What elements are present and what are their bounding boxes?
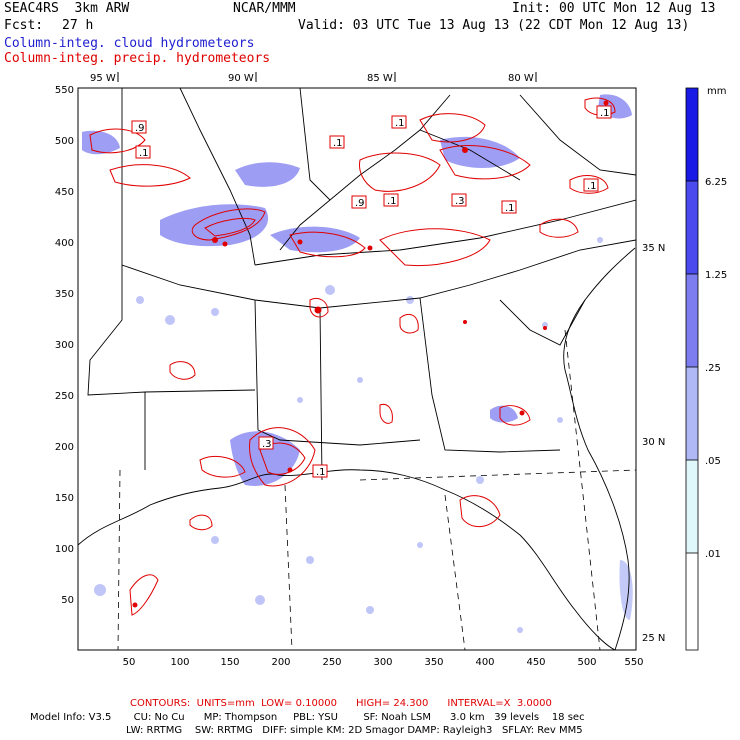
svg-text:450: 450 bbox=[526, 657, 545, 668]
svg-text:35 N: 35 N bbox=[642, 243, 665, 254]
svg-text:100: 100 bbox=[55, 544, 74, 555]
svg-text:550: 550 bbox=[55, 85, 74, 96]
svg-text:90 W: 90 W bbox=[228, 73, 254, 84]
contour-label: .9 bbox=[131, 120, 147, 134]
colorbar-label: .01 bbox=[705, 549, 721, 560]
contour-label: .1 bbox=[501, 200, 517, 214]
model-info-line1: Model Info: V3.5 CU: No Cu MP: Thompson … bbox=[30, 712, 585, 723]
contour-label: .1 bbox=[596, 105, 612, 119]
contour-label: .1 bbox=[583, 178, 599, 192]
svg-text:80 W: 80 W bbox=[508, 73, 534, 84]
svg-text:300: 300 bbox=[55, 340, 74, 351]
contour-label: .1 bbox=[135, 145, 151, 159]
model-info-line2: LW: RRTMG SW: RRTMG DIFF: simple KM: 2D … bbox=[126, 725, 583, 736]
forecast-map: .9 .1 .1 .1 .9 .1 .3 .1 .1 .1 .3 .1 95 W… bbox=[55, 72, 727, 668]
precip-field-label: Column-integ. precip. hydrometeors bbox=[4, 51, 271, 66]
forecast-label: Fcst: bbox=[4, 18, 44, 33]
svg-text:500: 500 bbox=[577, 657, 596, 668]
svg-text:.1: .1 bbox=[139, 148, 149, 159]
svg-text:.9: .9 bbox=[355, 198, 365, 209]
organization: NCAR/MMM bbox=[233, 1, 296, 16]
valid-time: Valid: 03 UTC Tue 13 Aug 13 (22 CDT Mon … bbox=[298, 18, 690, 33]
init-time: Init: 00 UTC Mon 12 Aug 13 bbox=[512, 1, 716, 16]
forecast-hour: 27 h bbox=[62, 18, 94, 33]
contour-label: .1 bbox=[329, 135, 345, 149]
svg-text:500: 500 bbox=[55, 136, 74, 147]
contour-label: .9 bbox=[351, 195, 367, 209]
svg-text:.1: .1 bbox=[505, 203, 515, 214]
svg-text:50: 50 bbox=[123, 657, 136, 668]
color-bar: mm 6.25 1.25 .25 .05 .01 bbox=[685, 86, 727, 651]
svg-text:95 W: 95 W bbox=[90, 73, 116, 84]
colorbar-label: .05 bbox=[705, 456, 721, 467]
model-title: SEAC4RS 3km ARW bbox=[4, 1, 130, 16]
svg-text:350: 350 bbox=[55, 289, 74, 300]
svg-text:50: 50 bbox=[61, 595, 74, 606]
svg-text:.3: .3 bbox=[455, 196, 465, 207]
contour-label: .1 bbox=[391, 115, 407, 129]
svg-text:400: 400 bbox=[475, 657, 494, 668]
svg-text:.3: .3 bbox=[262, 439, 272, 450]
colorbar-label: 1.25 bbox=[705, 270, 727, 281]
svg-text:150: 150 bbox=[55, 493, 74, 504]
x-grid-ticks: 50 100 150 200 250 300 350 400 450 500 5… bbox=[123, 657, 644, 668]
svg-text:85 W: 85 W bbox=[367, 73, 393, 84]
colorbar-unit: mm bbox=[707, 86, 726, 97]
longitude-labels: 95 W 90 W 85 W 80 W bbox=[90, 72, 537, 84]
lat-lon-grid bbox=[117, 329, 637, 651]
cloud-hydrometeor-shading bbox=[82, 94, 633, 620]
svg-text:25 N: 25 N bbox=[642, 633, 665, 644]
svg-text:.1: .1 bbox=[316, 467, 326, 478]
precip-cores bbox=[132, 100, 609, 608]
colorbar-label: 6.25 bbox=[705, 177, 727, 188]
svg-text:.1: .1 bbox=[587, 181, 597, 192]
svg-text:150: 150 bbox=[220, 657, 239, 668]
y-grid-ticks: 550 500 450 400 350 300 250 200 150 100 … bbox=[55, 85, 74, 606]
colorbar-label: .25 bbox=[705, 363, 721, 374]
contour-labels: .9 .1 .1 .1 .9 .1 .3 .1 .1 .1 .3 .1 bbox=[131, 105, 612, 478]
svg-text:.9: .9 bbox=[135, 123, 145, 134]
svg-text:550: 550 bbox=[624, 657, 643, 668]
contour-info: CONTOURS: UNITS=mm LOW= 0.10000 HIGH= 24… bbox=[130, 698, 552, 709]
cloud-light-specks bbox=[94, 237, 603, 633]
contour-label: .1 bbox=[312, 464, 328, 478]
svg-text:350: 350 bbox=[424, 657, 443, 668]
contour-label: .3 bbox=[258, 436, 274, 450]
state-and-coast-boundaries bbox=[77, 87, 637, 651]
svg-text:300: 300 bbox=[373, 657, 392, 668]
latitude-labels: 35 N 30 N 25 N bbox=[642, 243, 665, 644]
svg-text:250: 250 bbox=[322, 657, 341, 668]
svg-text:200: 200 bbox=[55, 442, 74, 453]
svg-text:200: 200 bbox=[271, 657, 290, 668]
svg-text:400: 400 bbox=[55, 238, 74, 249]
svg-text:.1: .1 bbox=[387, 196, 397, 207]
svg-text:250: 250 bbox=[55, 391, 74, 402]
svg-text:.1: .1 bbox=[600, 108, 610, 119]
svg-text:30 N: 30 N bbox=[642, 437, 665, 448]
svg-text:100: 100 bbox=[170, 657, 189, 668]
svg-text:.1: .1 bbox=[333, 138, 343, 149]
cloud-field-label: Column-integ. cloud hydrometeors bbox=[4, 36, 255, 51]
contour-label: .1 bbox=[383, 193, 399, 207]
contour-label: .3 bbox=[451, 193, 467, 207]
svg-text:450: 450 bbox=[55, 187, 74, 198]
precip-hydrometeor-contours bbox=[89, 97, 616, 616]
svg-text:.1: .1 bbox=[395, 118, 405, 129]
